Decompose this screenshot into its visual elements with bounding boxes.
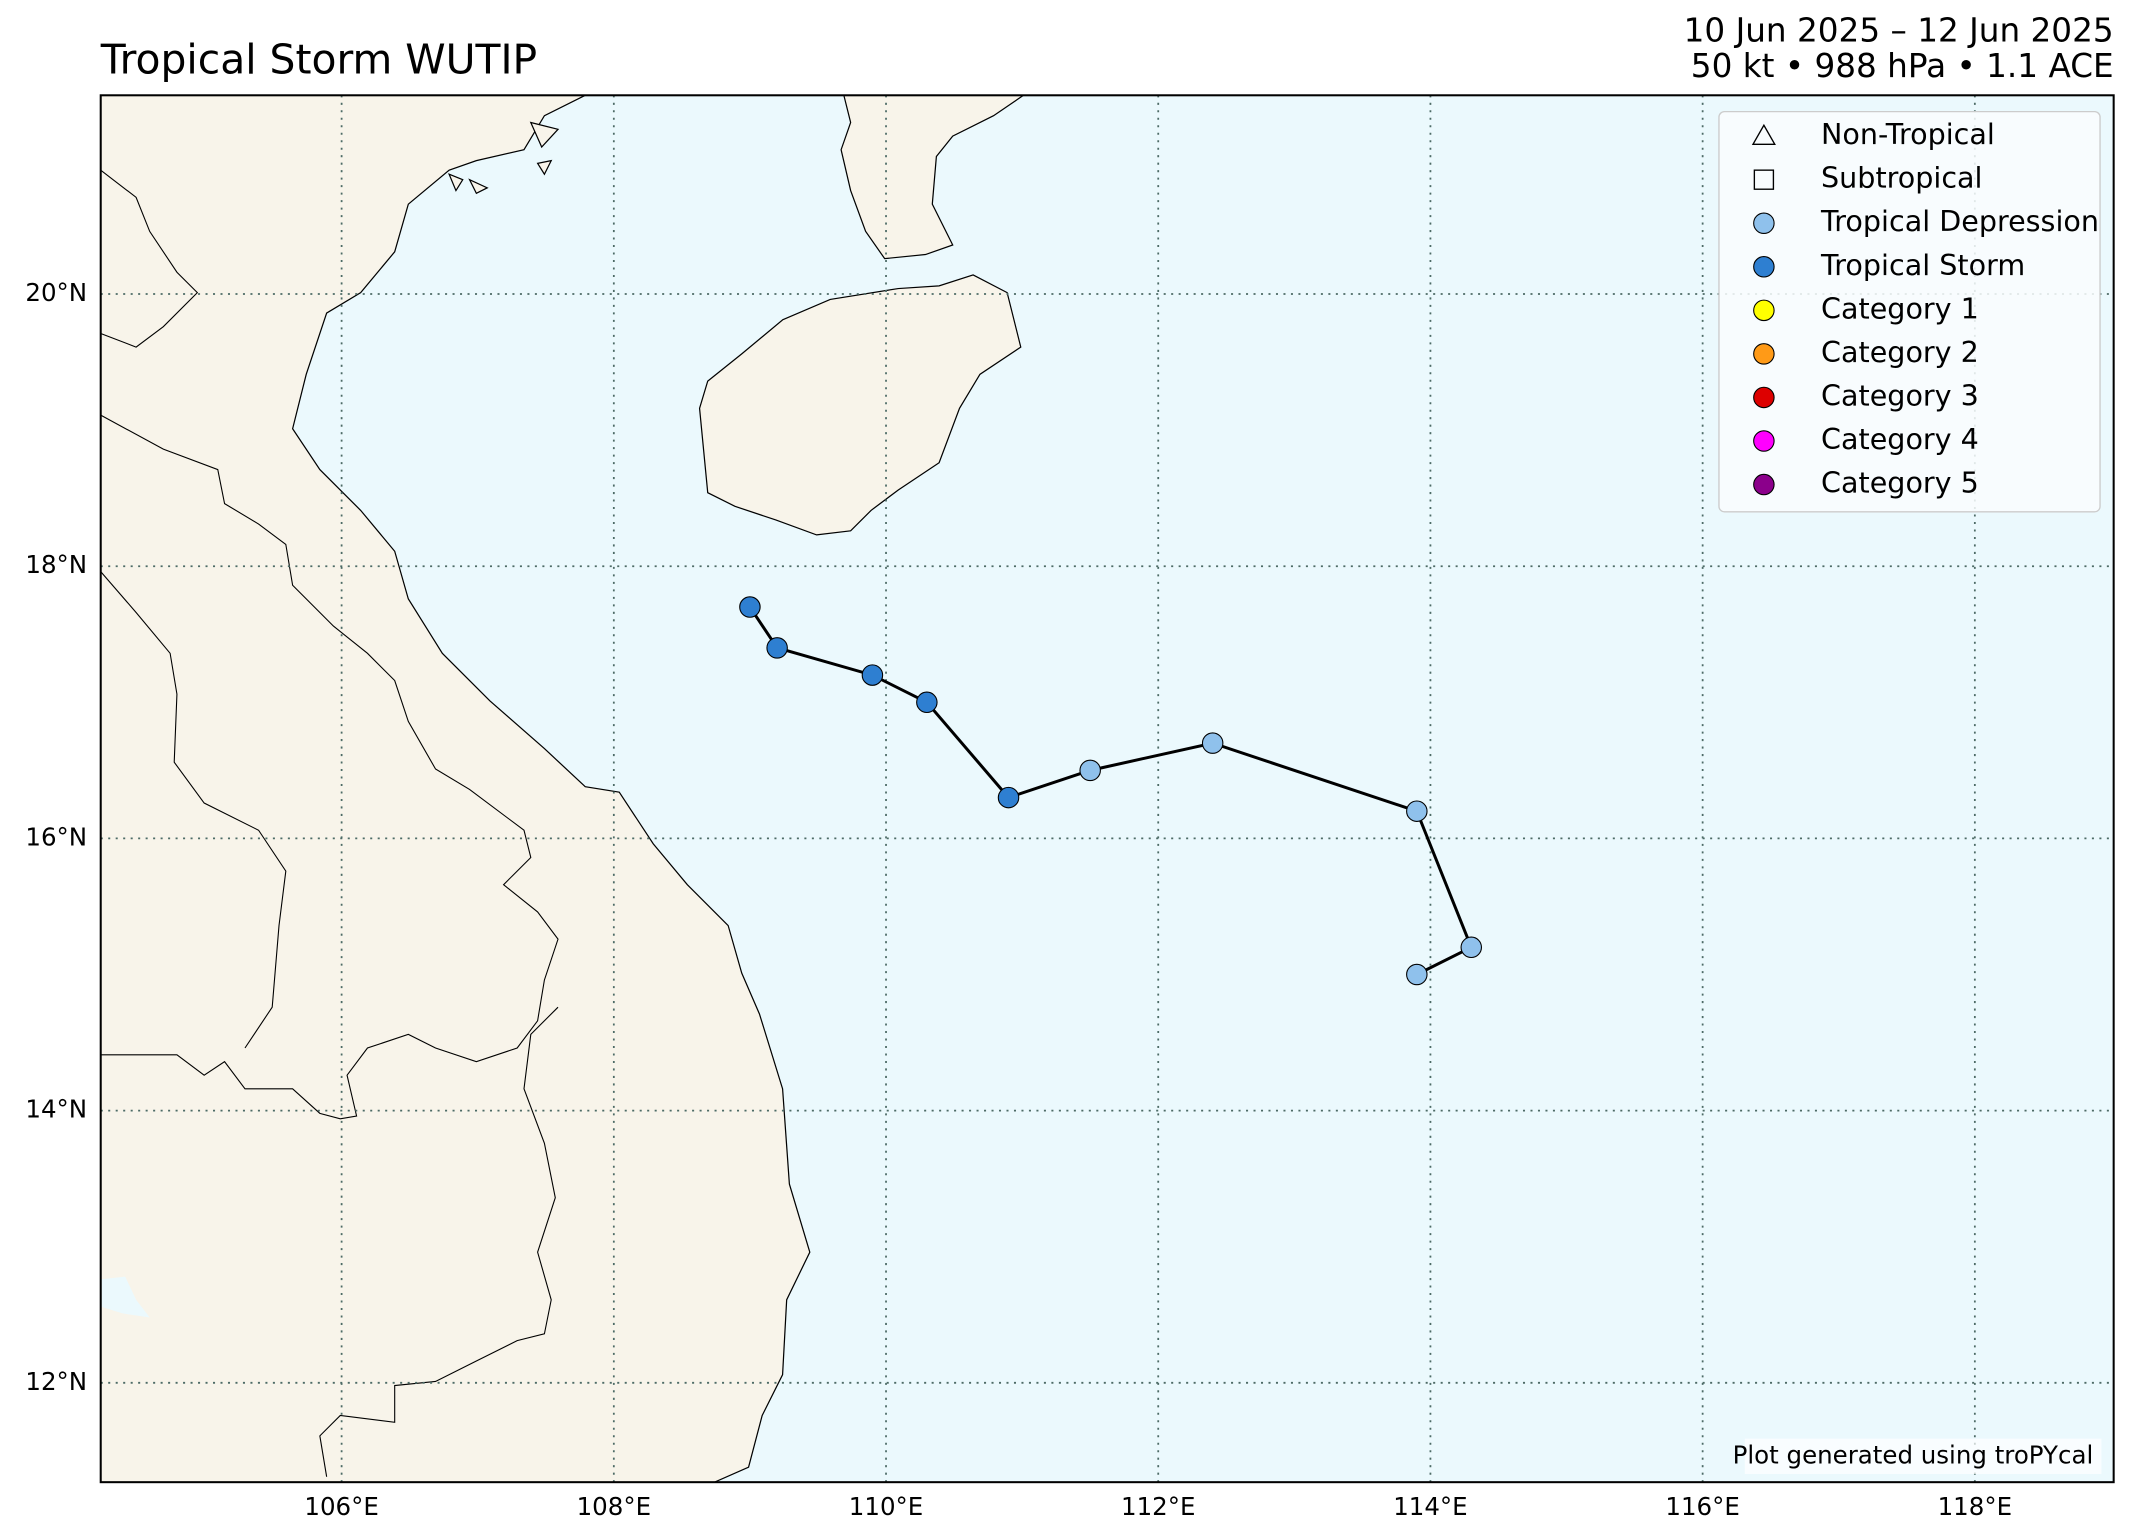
credit-box bbox=[1744, 1438, 2102, 1475]
legend-marker bbox=[1751, 123, 1776, 145]
chart-title: Tropical Storm WUTIP bbox=[100, 36, 537, 84]
y-tick-label: 14°N bbox=[25, 1095, 87, 1124]
chart-subtitle: 50 kt • 988 hPa • 1.1 ACE bbox=[1691, 47, 2114, 85]
y-tick-label: 12°N bbox=[25, 1367, 87, 1396]
coastlines bbox=[100, 94, 1026, 1483]
chart-subtitle: 10 Jun 2025 – 12 Jun 2025 bbox=[1684, 12, 2114, 50]
track-point bbox=[1460, 936, 1483, 959]
legend-label: Category 1 bbox=[1821, 291, 1979, 325]
y-tick-label: 16°N bbox=[25, 822, 87, 851]
legend-label: Category 3 bbox=[1821, 378, 1979, 412]
legend-label: Subtropical bbox=[1821, 161, 1982, 195]
track-point bbox=[1406, 963, 1428, 986]
track-point bbox=[739, 596, 761, 618]
legend-marker bbox=[1753, 169, 1775, 190]
x-tick-label: 116°E bbox=[1665, 1492, 1739, 1521]
legend-label: Tropical Depression bbox=[1820, 204, 2099, 238]
legend-marker bbox=[1753, 212, 1775, 234]
legend-marker bbox=[1753, 299, 1775, 322]
legend-label: Category 4 bbox=[1821, 422, 1979, 456]
credit: Plot generated using troPYcal bbox=[1733, 1440, 2094, 1469]
legend-label: Tropical Storm bbox=[1820, 248, 2025, 282]
legend-label: Category 2 bbox=[1821, 335, 1979, 369]
track-point bbox=[1406, 800, 1428, 822]
x-tick-label: 118°E bbox=[1938, 1492, 2012, 1521]
legend-marker bbox=[1753, 430, 1775, 452]
x-tick-label: 110°E bbox=[849, 1492, 923, 1521]
track-point bbox=[766, 637, 788, 659]
legend-marker bbox=[1753, 256, 1775, 278]
y-tick-label: 20°N bbox=[25, 278, 87, 307]
track-line bbox=[748, 606, 1474, 976]
track-point bbox=[916, 691, 938, 714]
legend-marker bbox=[1753, 343, 1775, 365]
x-tick-label: 106°E bbox=[304, 1492, 378, 1521]
x-tick-label: 112°E bbox=[1121, 1492, 1195, 1521]
legend-label: Non-Tropical bbox=[1821, 117, 1995, 151]
legend-marker bbox=[1753, 473, 1775, 496]
track-point bbox=[997, 786, 1020, 809]
track-point bbox=[1079, 759, 1101, 782]
legend-label: Category 5 bbox=[1821, 466, 1979, 500]
track-point bbox=[1201, 732, 1224, 754]
legend-box bbox=[1718, 110, 2101, 513]
y-tick-label: 18°N bbox=[25, 550, 87, 579]
x-tick-label: 108°E bbox=[577, 1492, 651, 1521]
x-tick-label: 114°E bbox=[1393, 1492, 1467, 1521]
plot-frame bbox=[99, 94, 2115, 1484]
track-point bbox=[861, 664, 884, 686]
legend-marker bbox=[1753, 386, 1775, 409]
